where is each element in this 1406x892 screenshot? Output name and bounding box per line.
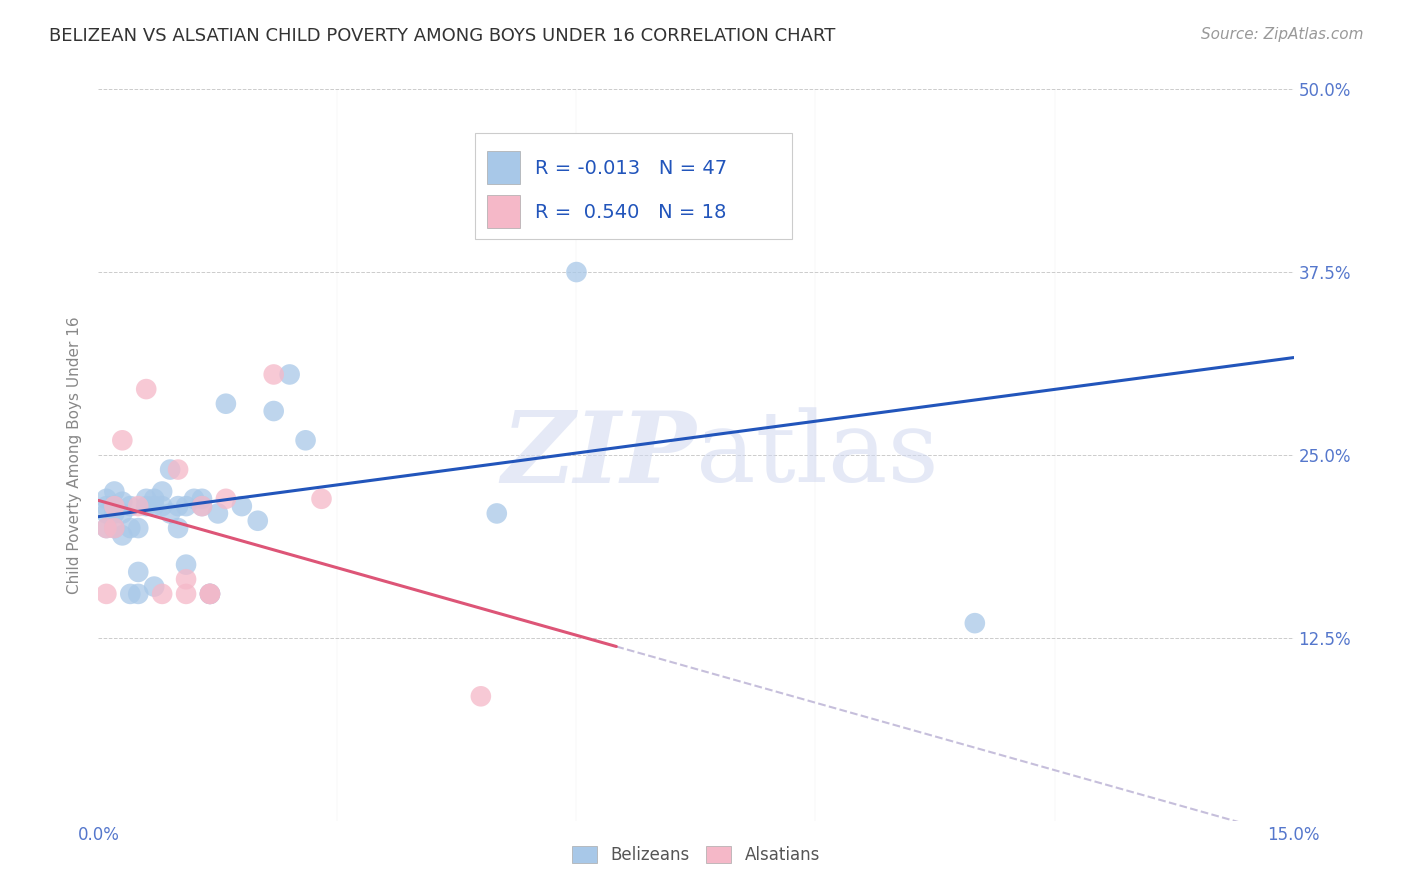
Point [215,397,238,411]
Point [120,499,142,513]
Point [103,499,125,513]
Point [207,507,229,521]
Point [502,185,524,199]
Point [103,507,125,521]
Point [191,499,214,513]
Point [963,616,986,631]
Point [311,491,333,506]
Point [127,521,149,535]
Point [191,499,214,513]
Point [127,587,149,601]
Point [159,507,181,521]
Text: R = -0.013   N = 47: R = -0.013 N = 47 [534,159,727,178]
Point [159,462,181,476]
Point [167,462,190,476]
Point [174,558,197,572]
Point [246,514,269,528]
Point [96,587,118,601]
Point [470,690,492,704]
FancyBboxPatch shape [486,152,520,185]
Text: BELIZEAN VS ALSATIAN CHILD POVERTY AMONG BOYS UNDER 16 CORRELATION CHART: BELIZEAN VS ALSATIAN CHILD POVERTY AMONG… [49,27,835,45]
Point [231,499,253,513]
Point [143,580,166,594]
Point [111,434,134,448]
Text: atlas: atlas [696,407,939,503]
Point [135,491,157,506]
Point [111,494,134,508]
Point [103,521,125,535]
Point [278,368,301,382]
Point [167,499,190,513]
Point [127,499,149,513]
Text: ZIP: ZIP [501,407,696,503]
Point [120,587,142,601]
Point [263,404,285,418]
Point [127,565,149,579]
Point [150,484,173,499]
Point [215,491,238,506]
Point [103,499,125,513]
Point [103,499,125,513]
Point [191,491,214,506]
Point [174,499,197,513]
Point [96,521,118,535]
Point [96,499,118,513]
Point [143,491,166,506]
Point [565,265,588,279]
Point [167,521,190,535]
Point [96,507,118,521]
Point [263,368,285,382]
Point [174,587,197,601]
Point [150,499,173,513]
Legend: Belizeans, Alsatians: Belizeans, Alsatians [565,839,827,871]
Text: R =  0.540   N = 18: R = 0.540 N = 18 [534,202,725,221]
FancyBboxPatch shape [486,195,520,228]
Text: Source: ZipAtlas.com: Source: ZipAtlas.com [1201,27,1364,42]
Point [198,587,221,601]
Point [111,507,134,521]
FancyBboxPatch shape [475,133,792,239]
Point [198,587,221,601]
Point [294,434,316,448]
Point [120,521,142,535]
Point [96,521,118,535]
Point [150,587,173,601]
Point [135,382,157,396]
Point [198,587,221,601]
Y-axis label: Child Poverty Among Boys Under 16: Child Poverty Among Boys Under 16 [67,316,83,594]
Point [103,484,125,499]
Point [135,499,157,513]
Point [174,572,197,586]
Point [485,507,508,521]
Point [96,491,118,506]
Point [111,528,134,542]
Point [103,521,125,535]
Point [183,491,205,506]
Point [198,587,221,601]
Point [143,499,166,513]
